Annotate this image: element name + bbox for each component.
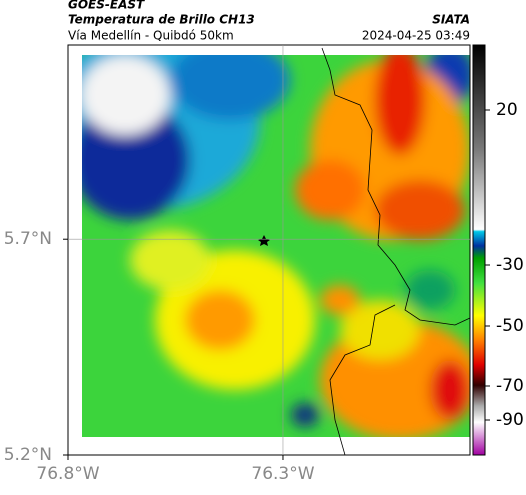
location-marker [258,235,270,246]
y-tick-label: 5.7°N [4,229,52,249]
colorbar-tick-label: -90 [496,410,524,430]
route: Vía Medellín - Quibdó 50km [68,29,234,43]
map-frame [67,44,471,456]
border [329,304,396,456]
brightness-field [82,55,470,437]
colorbar-tick-label: -50 [496,316,524,336]
colorbar-tick-label: -30 [496,255,524,275]
source: GOES-EAST [68,0,145,12]
colorbar-tick-label: -70 [496,376,524,396]
colorbar [472,44,486,456]
colorbar-tick-label: 20 [496,100,518,120]
border [321,47,471,326]
x-tick-label: 76.3°W [251,464,314,484]
datetime: 2024-04-25 03:49 [362,29,470,43]
product: Temperatura de Brillo CH13 [68,13,255,27]
org: SIATA [432,13,470,27]
y-tick-label: 5.2°N [4,445,52,465]
x-tick-label: 76.8°W [36,464,99,484]
